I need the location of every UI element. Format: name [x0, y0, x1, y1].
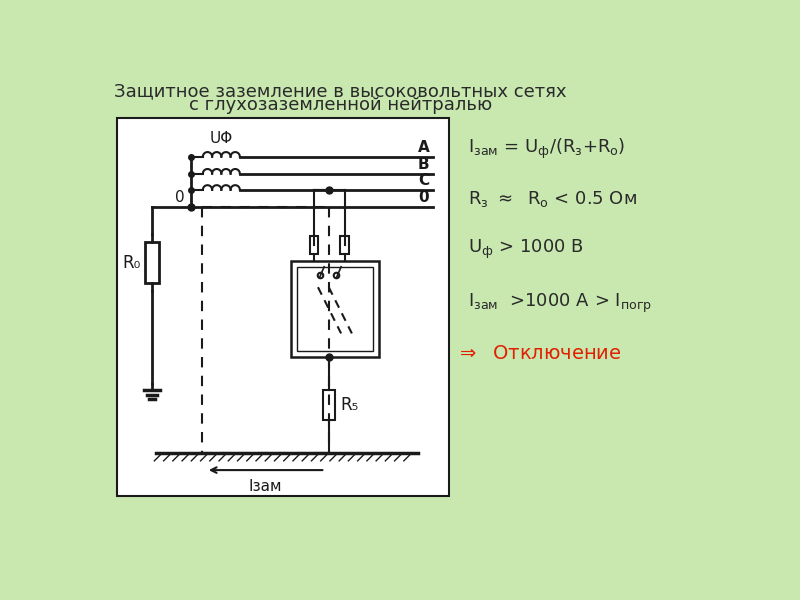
Bar [290, 260, 379, 357]
Text: A: A [418, 140, 430, 155]
Bar [323, 390, 335, 420]
Text: B: B [418, 157, 430, 172]
Text: Защитное заземление в высоковольтных сетях: Защитное заземление в высоковольтных сет… [114, 82, 567, 100]
Text: R₅: R₅ [340, 396, 358, 414]
Text: U$_{\rm ф}$ > 1000 В: U$_{\rm ф}$ > 1000 В [468, 238, 583, 260]
Text: I$_{\rm зам}$  >1000 А > I$_{\rm погр}$: I$_{\rm зам}$ >1000 А > I$_{\rm погр}$ [468, 292, 652, 314]
Text: I$_{\rm зам}$ = U$_{\rm ф}$/(R$_{\rm з}$+R$_{\rm o}$): I$_{\rm зам}$ = U$_{\rm ф}$/(R$_{\rm з}$… [468, 137, 626, 161]
Text: R$_{\rm з}$ $\approx$  R$_{\rm o}$ < 0.5 Ом: R$_{\rm з}$ $\approx$ R$_{\rm o}$ < 0.5 … [468, 189, 637, 209]
Bar [297, 267, 373, 351]
Bar [118, 118, 449, 496]
Text: 0: 0 [418, 190, 430, 205]
Text: 0: 0 [174, 190, 184, 205]
Text: с глухозаземленной нейтралью: с глухозаземленной нейтралью [189, 96, 492, 114]
Text: R₀: R₀ [122, 254, 141, 272]
Text: C: C [418, 173, 430, 188]
Text: $\Rightarrow$  Отключение: $\Rightarrow$ Отключение [456, 344, 622, 362]
Text: UΦ: UΦ [210, 131, 233, 146]
Text: Iзам: Iзам [249, 479, 282, 494]
Bar [145, 242, 159, 283]
Bar [310, 236, 318, 254]
Bar [340, 236, 349, 254]
